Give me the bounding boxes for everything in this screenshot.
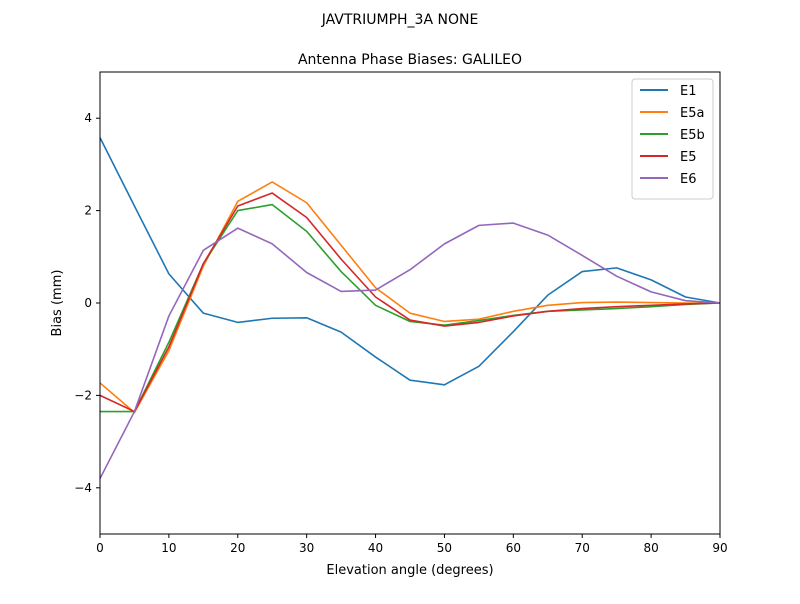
chart-title: Antenna Phase Biases: GALILEO: [298, 52, 522, 68]
x-axis: 0 10 20 30 40 50 60 70 80 90: [96, 534, 728, 555]
x-tick-label: 80: [643, 541, 658, 555]
chart-suptitle: JAVTRIUMPH_3A NONE: [321, 12, 479, 28]
x-tick-label: 30: [299, 541, 314, 555]
x-tick-label: 0: [96, 541, 104, 555]
y-axis: −4 −2 0 2 4: [74, 111, 100, 495]
x-tick-label: 60: [506, 541, 521, 555]
x-tick-label: 90: [712, 541, 727, 555]
legend-label-e5: E5: [680, 150, 697, 165]
x-axis-label: Elevation angle (degrees): [326, 563, 493, 578]
legend-box: [631, 78, 714, 200]
y-tick-label: 2: [84, 204, 92, 218]
series-line-e5a: [99, 181, 720, 414]
y-tick-label: 4: [84, 111, 92, 125]
legend-label-e5b: E5b: [680, 128, 705, 143]
y-tick-label: −2: [74, 388, 92, 402]
legend-label-e5a: E5a: [680, 106, 704, 121]
x-tick-label: 10: [161, 541, 176, 555]
legend: E1 E5a E5b E5 E6: [631, 78, 714, 200]
series-line-e6: [99, 222, 721, 479]
series-line-e1: [99, 137, 721, 386]
series-layer: [99, 137, 721, 479]
x-tick-label: 40: [368, 541, 383, 555]
legend-label-e6: E6: [680, 172, 697, 187]
y-axis-label: Bias (mm): [50, 270, 65, 337]
series-line-e5: [99, 192, 721, 413]
legend-label-e1: E1: [680, 84, 697, 99]
y-tick-label: −4: [74, 481, 92, 495]
x-tick-label: 50: [437, 541, 452, 555]
y-tick-label: 0: [84, 296, 92, 310]
x-tick-label: 20: [230, 541, 245, 555]
x-tick-label: 70: [575, 541, 590, 555]
